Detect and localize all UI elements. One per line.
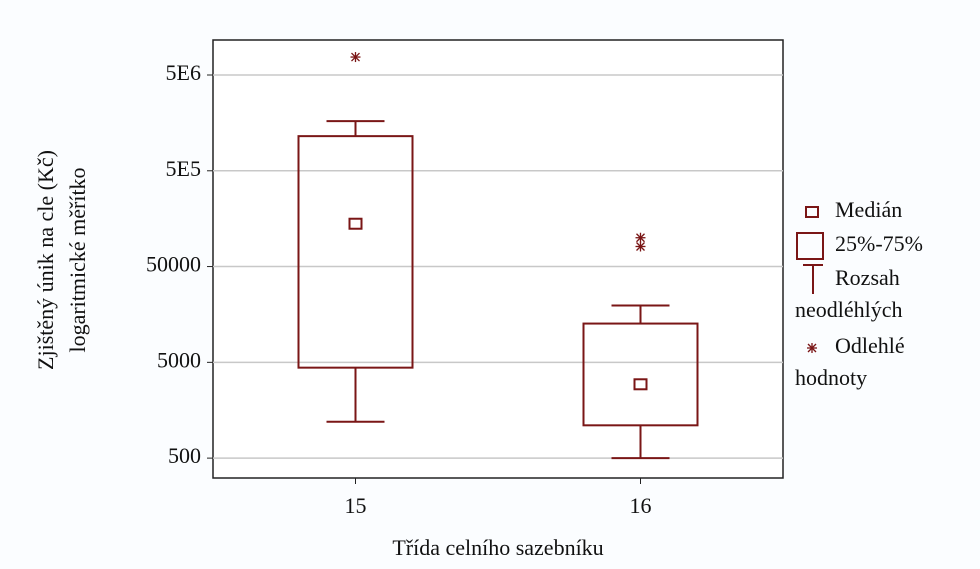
x-axis-label: Třída celního sazebníku [392, 535, 603, 560]
x-tick-label: 16 [630, 493, 652, 518]
y-tick-label: 5E5 [166, 156, 201, 181]
y-tick-label: 500 [168, 443, 201, 468]
legend-label: neodléhlých [795, 297, 903, 322]
y-axis-label: logaritmické měřítko [65, 167, 90, 352]
y-tick-label: 5000 [157, 347, 201, 372]
legend-label: Medián [835, 197, 902, 222]
legend-symbol [805, 206, 819, 218]
legend-label: Odlehlé [835, 333, 905, 358]
legend-symbol [796, 232, 824, 260]
outlier [635, 232, 646, 243]
y-tick-label: 50000 [146, 252, 201, 277]
outlier [807, 343, 817, 353]
legend-label: 25%-75% [835, 231, 923, 256]
box [297, 135, 414, 369]
legend-label: Rozsah [835, 265, 900, 290]
outlier [635, 241, 646, 252]
outlier [350, 52, 361, 63]
median [348, 217, 363, 230]
box [582, 322, 699, 427]
legend-label: hodnoty [795, 365, 867, 390]
x-tick-label: 15 [345, 493, 367, 518]
y-axis-label: Zjištěný únik na cle (Kč) [33, 150, 58, 370]
y-tick-label: 5E6 [166, 60, 201, 85]
plot-area [212, 39, 784, 479]
median [633, 378, 648, 391]
